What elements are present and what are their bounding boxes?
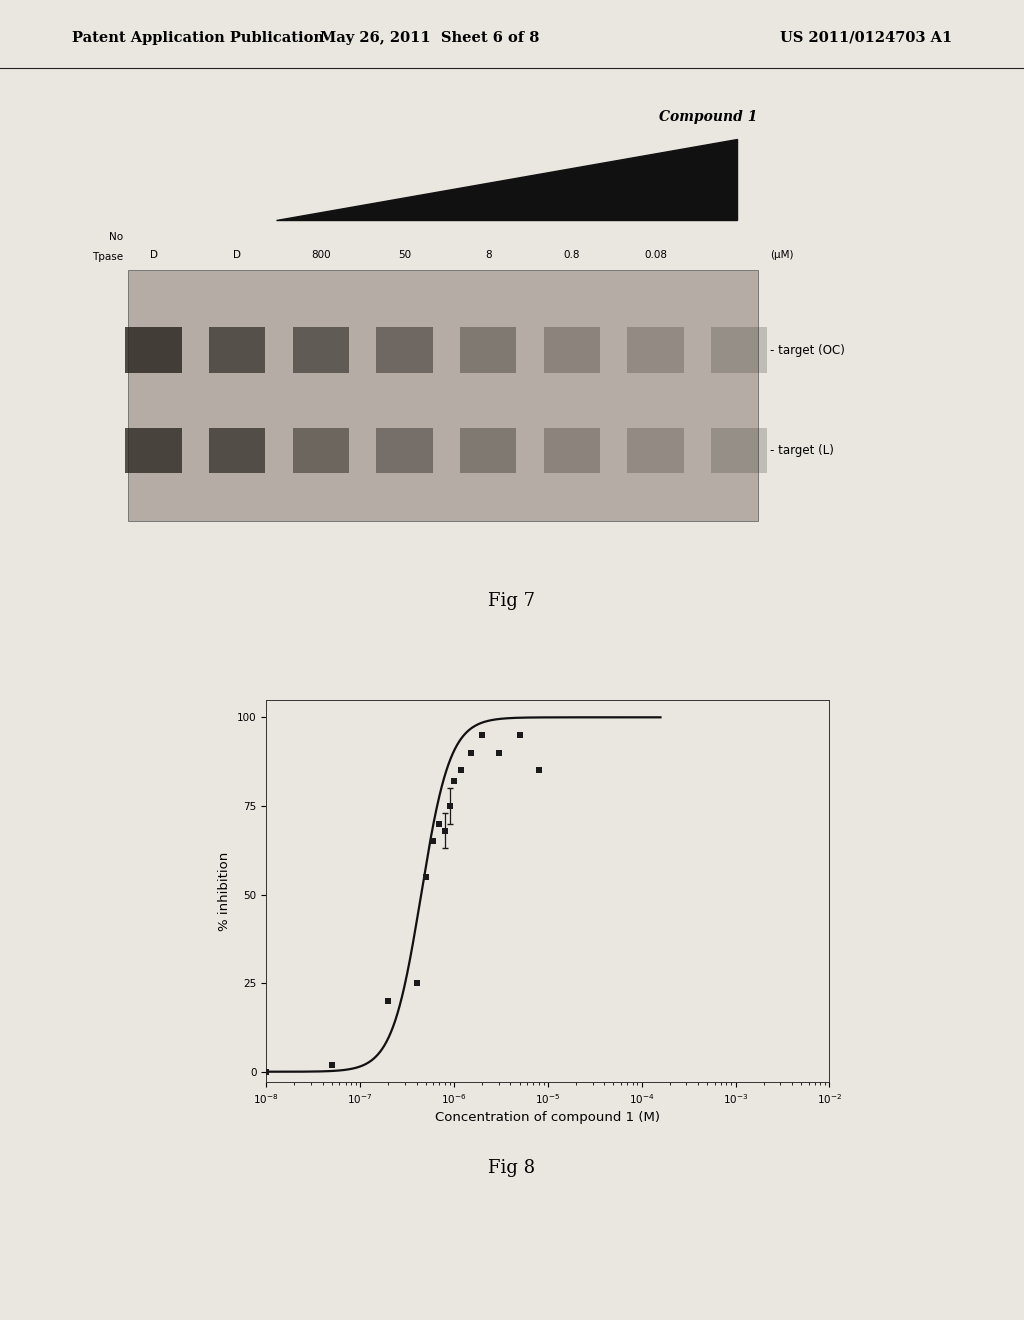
Point (380, 990, 396, 1011)
Point (462, 742, 478, 763)
Y-axis label: % inhibition: % inhibition (218, 851, 231, 931)
Text: 0.8: 0.8 (564, 249, 581, 260)
Text: Tpase: Tpase (92, 252, 123, 263)
Point (474, 725, 490, 746)
Text: Fig 7: Fig 7 (488, 591, 536, 610)
Bar (209, 428, 265, 473)
Text: 50: 50 (398, 249, 412, 260)
Point (454, 760, 470, 781)
Point (425, 830, 441, 851)
Text: 800: 800 (311, 249, 331, 260)
Point (490, 742, 507, 763)
Bar (628, 428, 684, 473)
Point (431, 813, 447, 834)
Bar (293, 428, 349, 473)
Bar (293, 327, 349, 372)
Point (436, 820, 453, 841)
Text: 8: 8 (485, 249, 492, 260)
Bar (460, 428, 516, 473)
Text: 0.08: 0.08 (644, 249, 668, 260)
Text: Fig 8: Fig 8 (488, 1159, 536, 1177)
Point (511, 725, 527, 746)
Text: D: D (233, 249, 242, 260)
Bar (377, 428, 433, 473)
Bar (544, 327, 600, 372)
Text: Patent Application Publication: Patent Application Publication (72, 30, 324, 45)
Point (258, 1061, 274, 1082)
Text: No: No (109, 232, 123, 242)
Text: May 26, 2011  Sheet 6 of 8: May 26, 2011 Sheet 6 of 8 (321, 30, 540, 45)
Bar (125, 428, 182, 473)
Bar (209, 327, 265, 372)
Bar (377, 327, 433, 372)
Text: (μM): (μM) (770, 249, 794, 260)
Point (324, 1055, 340, 1076)
Bar (544, 428, 600, 473)
Text: D: D (150, 249, 158, 260)
Polygon shape (276, 140, 737, 219)
Text: - target (L): - target (L) (770, 444, 834, 457)
Point (445, 771, 462, 792)
Bar (460, 327, 516, 372)
Point (441, 796, 458, 817)
Text: - target (OC): - target (OC) (770, 343, 845, 356)
Bar (711, 428, 768, 473)
Bar (711, 327, 768, 372)
Bar (125, 327, 182, 372)
Text: Compound 1: Compound 1 (659, 111, 758, 124)
Bar (628, 327, 684, 372)
Point (418, 866, 434, 887)
Point (530, 760, 547, 781)
Text: US 2011/0124703 A1: US 2011/0124703 A1 (780, 30, 952, 45)
Bar (128, 269, 758, 520)
Point (409, 973, 425, 994)
X-axis label: Concentration of compound 1 (M): Concentration of compound 1 (M) (435, 1111, 660, 1125)
